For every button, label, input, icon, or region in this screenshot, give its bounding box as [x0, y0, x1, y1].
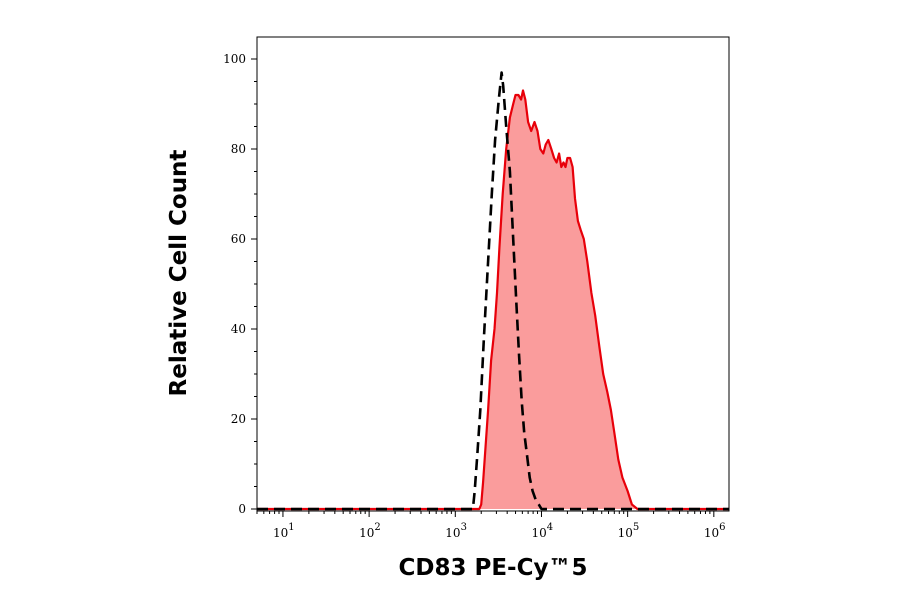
- plot-frame: [256, 36, 730, 512]
- plot-area: [257, 71, 729, 511]
- x-tick-base: 10: [359, 526, 374, 540]
- x-tick-label-5: 105: [618, 522, 640, 540]
- x-tick-exponent: 6: [719, 522, 725, 533]
- x-tick-exponent: 4: [547, 522, 553, 533]
- series-fill-0: [257, 90, 729, 509]
- x-tick-label-4: 104: [531, 522, 553, 540]
- y-tick-label-40: 40: [231, 322, 246, 336]
- x-tick-exponent: 3: [461, 522, 467, 533]
- x-tick-base: 10: [273, 526, 288, 540]
- x-tick-exponent: 2: [374, 522, 380, 533]
- x-tick-base: 10: [445, 526, 460, 540]
- x-tick-base: 10: [704, 526, 719, 540]
- y-tick-label-100: 100: [223, 52, 246, 66]
- x-tick-exponent: 5: [633, 522, 639, 533]
- y-tick-label-60: 60: [231, 232, 246, 246]
- series-line-0: [257, 89, 729, 511]
- y-axis-title: Relative Cell Count: [166, 150, 192, 397]
- x-tick-label-1: 101: [273, 522, 295, 540]
- series-dashed-line-1: [257, 71, 729, 511]
- y-tick-label-80: 80: [231, 142, 246, 156]
- y-tick-label-0: 0: [238, 502, 246, 516]
- x-tick-label-2: 102: [359, 522, 381, 540]
- y-tick-label-20: 20: [231, 412, 246, 426]
- x-tick-base: 10: [618, 526, 633, 540]
- x-axis-title: CD83 PE-Cy™5: [399, 555, 588, 581]
- x-tick-label-3: 103: [445, 522, 467, 540]
- x-tick-base: 10: [531, 526, 546, 540]
- x-tick-label-6: 106: [704, 522, 726, 540]
- x-tick-exponent: 1: [288, 522, 294, 533]
